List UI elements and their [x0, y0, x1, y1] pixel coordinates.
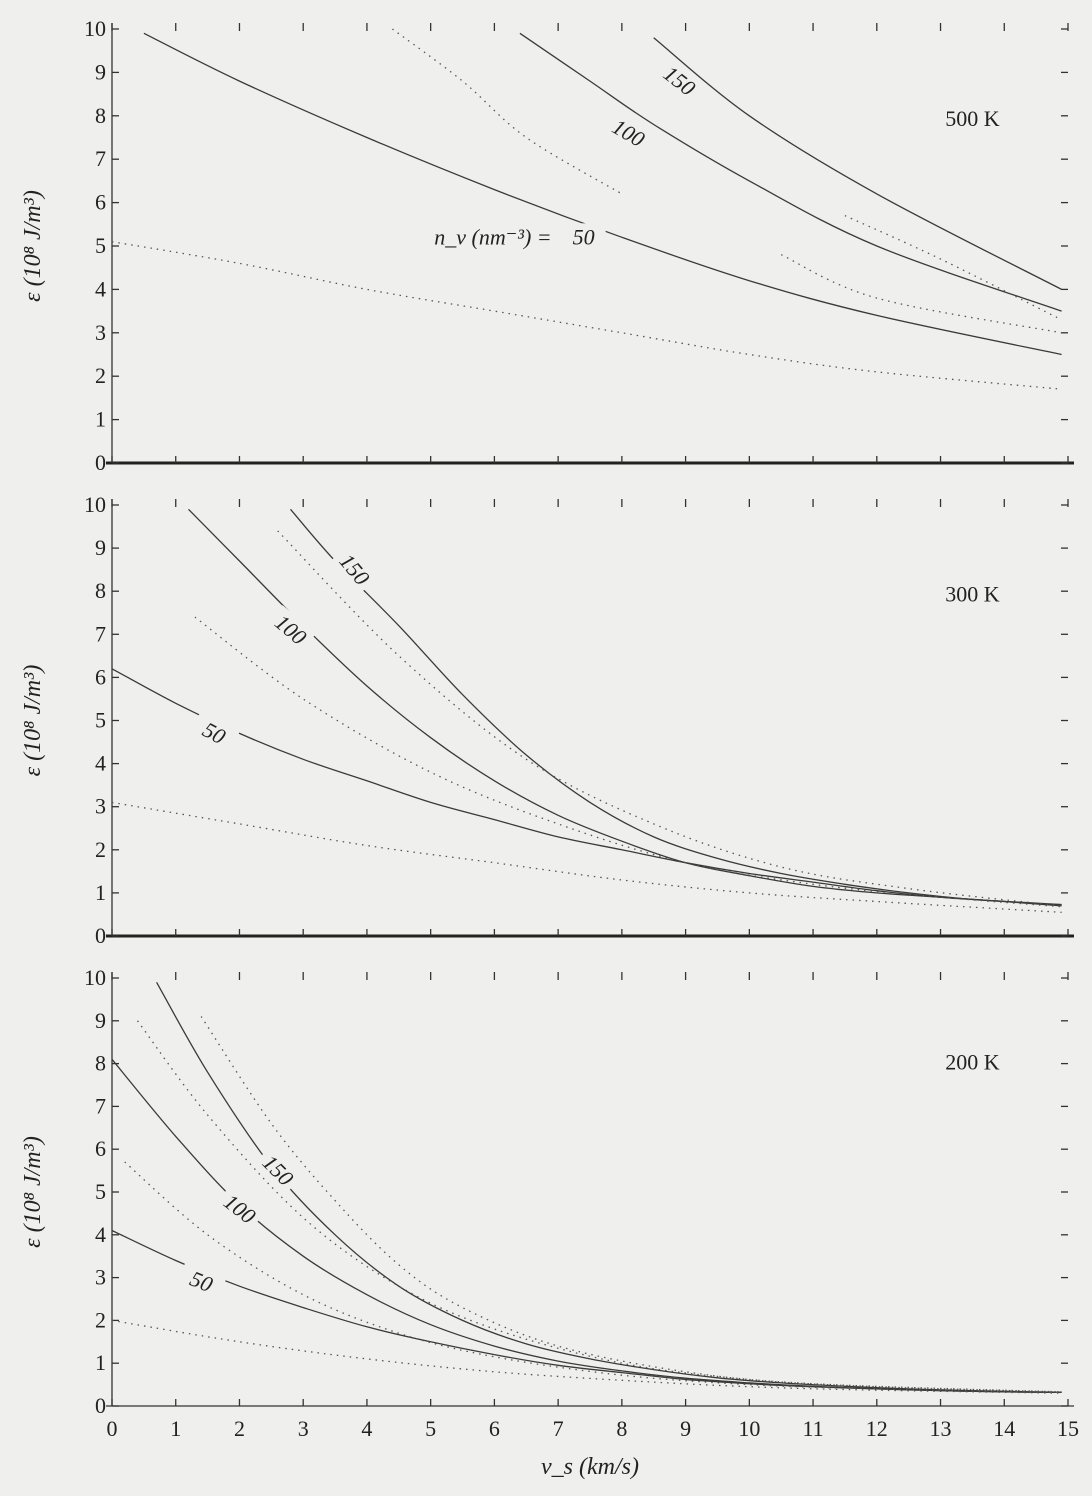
y-tick-label: 4 [95, 751, 106, 776]
series-100-line [188, 508, 1062, 906]
y-tick-label: 1 [95, 880, 106, 905]
y-axis-label: ε (10⁸ J/m³) [20, 665, 46, 777]
curve-label-bg [255, 1145, 304, 1194]
dotted-curve-6 [200, 1016, 1062, 1393]
panel-label: 500 K [945, 106, 1000, 131]
dotted-curve-4 [392, 28, 623, 195]
series-50-line [143, 32, 1062, 356]
x-tick-label: 11 [802, 1416, 823, 1441]
series-50-line [111, 668, 1062, 907]
series-150-line [653, 37, 1062, 290]
x-tick-label: 4 [361, 1416, 372, 1441]
dotted-curve-6 [844, 215, 1062, 321]
legend-text: n_v (nm⁻³) = [434, 224, 551, 249]
y-tick-label: 1 [95, 1350, 106, 1375]
series-50-line [111, 1229, 1062, 1393]
curve-label-bg [604, 110, 655, 153]
curve-label-50: 50 [573, 224, 595, 249]
y-tick-label: 5 [95, 1179, 106, 1204]
curve-label-bg [561, 223, 606, 248]
panel-label: 300 K [945, 581, 1000, 606]
curve-label-bg [189, 710, 240, 753]
dotted-curve-5 [277, 530, 1062, 907]
dotted-curve-3 [111, 241, 1062, 390]
y-tick-label: 8 [95, 103, 106, 128]
y-tick-label: 4 [95, 1222, 106, 1247]
dotted-curve-5 [780, 254, 1062, 334]
dotted-curve-4 [124, 1161, 1062, 1393]
panel-label: 200 K [945, 1049, 1000, 1074]
y-tick-label: 6 [95, 1136, 106, 1161]
y-tick-label: 9 [95, 535, 106, 560]
x-tick-label: 2 [234, 1416, 245, 1441]
x-tick-label: 12 [866, 1416, 888, 1441]
y-tick-label: 6 [95, 190, 106, 215]
y-tick-label: 3 [95, 1265, 106, 1290]
y-tick-label: 2 [95, 363, 106, 388]
y-tick-label: 10 [84, 16, 106, 41]
y-tick-label: 10 [84, 492, 106, 517]
dotted-curve-5 [136, 1020, 1062, 1393]
y-axis-label: ε (10⁸ J/m³) [20, 1136, 46, 1248]
y-tick-label: 2 [95, 837, 106, 862]
y-axis-label: ε (10⁸ J/m³) [20, 190, 46, 302]
curve-label-bg [177, 1260, 227, 1300]
curve-label-bg [267, 605, 317, 652]
curve-label-bg [215, 1184, 266, 1231]
y-tick-label: 10 [84, 965, 106, 990]
x-tick-label: 3 [298, 1416, 309, 1441]
series-150-line [156, 981, 1062, 1393]
x-tick-label: 14 [993, 1416, 1015, 1441]
x-tick-label: 9 [680, 1416, 691, 1441]
x-tick-label: 10 [738, 1416, 760, 1441]
series-100-line [519, 32, 1062, 312]
y-tick-label: 3 [95, 794, 106, 819]
x-tick-label: 5 [425, 1416, 436, 1441]
y-tick-label: 7 [95, 146, 106, 171]
curve-label-bg [332, 543, 380, 593]
y-tick-label: 5 [95, 233, 106, 258]
y-tick-label: 5 [95, 708, 106, 733]
y-tick-label: 8 [95, 578, 106, 603]
series-100-line [111, 1058, 1062, 1393]
y-tick-label: 8 [95, 1051, 106, 1076]
y-tick-label: 9 [95, 59, 106, 84]
y-tick-label: 9 [95, 1008, 106, 1033]
y-tick-label: 7 [95, 1093, 106, 1118]
series-150-line [290, 508, 1062, 906]
x-tick-label: 13 [930, 1416, 952, 1441]
y-tick-label: 4 [95, 276, 106, 301]
y-tick-label: 0 [95, 1393, 106, 1418]
dotted-curve-4 [194, 616, 1062, 908]
x-tick-label: 1 [170, 1416, 181, 1441]
dotted-curve-3 [111, 1319, 1062, 1394]
x-tick-label: 8 [616, 1416, 627, 1441]
y-tick-label: 1 [95, 407, 106, 432]
x-axis-label: v_s (km/s) [541, 1454, 639, 1480]
dotted-curve-3 [111, 801, 1062, 913]
x-tick-label: 7 [553, 1416, 564, 1441]
y-tick-label: 3 [95, 320, 106, 345]
y-tick-label: 2 [95, 1307, 106, 1332]
y-tick-label: 0 [95, 923, 106, 948]
y-tick-label: 7 [95, 621, 106, 646]
x-tick-label: 6 [489, 1416, 500, 1441]
y-tick-label: 0 [95, 450, 106, 475]
curve-label-bg [655, 56, 706, 103]
x-tick-label: 15 [1057, 1416, 1079, 1441]
y-tick-label: 6 [95, 664, 106, 689]
x-tick-label: 0 [107, 1416, 118, 1441]
